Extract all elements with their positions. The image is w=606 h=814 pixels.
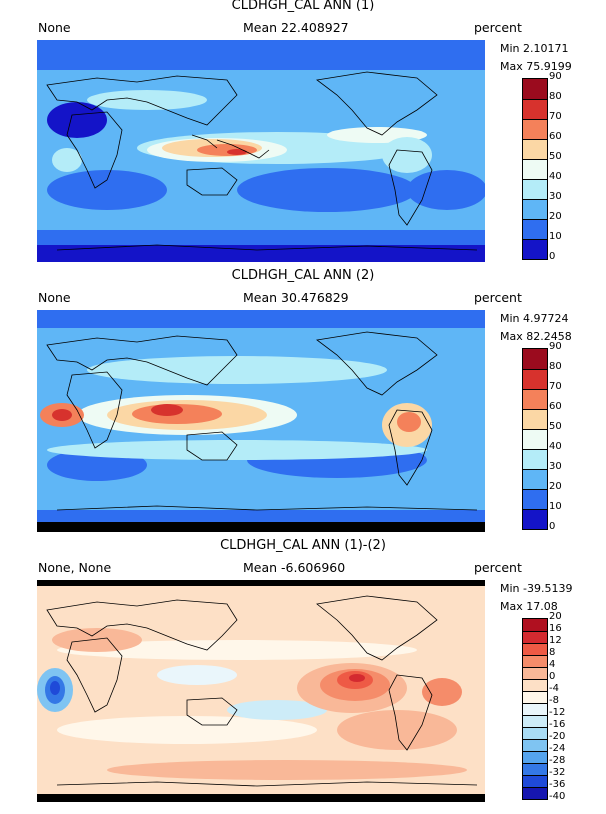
colorbar-segment [523, 703, 547, 715]
colorbar-segment [523, 655, 547, 667]
colorbar-tick-label: -20 [549, 731, 566, 742]
colorbar-tick-label: -12 [549, 707, 566, 718]
colorbar-segment [523, 239, 547, 259]
mean-label: Mean 22.408927 [243, 20, 349, 35]
colorbar-segment [523, 763, 547, 775]
colorbar-tick-label: 40 [549, 441, 562, 452]
colorbar-segment [523, 787, 547, 799]
case-label: None, None [38, 560, 112, 575]
colorbar-tick-label: 70 [549, 111, 562, 122]
colorbar-segment [523, 691, 547, 703]
colorbar-segment [523, 199, 547, 219]
colorbar-tick-label: 0 [549, 251, 556, 262]
colorbar-segment [523, 449, 547, 469]
colorbar-segment [523, 369, 547, 389]
colorbar [522, 618, 548, 800]
colorbar-segment [523, 469, 547, 489]
colorbar-segment [523, 727, 547, 739]
colorbar-tick-label: -8 [549, 695, 559, 706]
colorbar-segment [523, 409, 547, 429]
colorbar-tick-label: -4 [549, 683, 559, 694]
colorbar-tick-label: 50 [549, 151, 562, 162]
units-label: percent [474, 290, 522, 305]
colorbar-segment [523, 739, 547, 751]
case-label: None [38, 290, 71, 305]
colorbar-segment [523, 643, 547, 655]
colorbar-tick-label: 8 [549, 647, 556, 658]
colorbar-segment [523, 389, 547, 409]
map-plot [37, 310, 485, 532]
case-label: None [38, 20, 71, 35]
colorbar-segment [523, 429, 547, 449]
colorbar-tick-label: 30 [549, 461, 562, 472]
panel-3: CLDHGH_CAL ANN (1)-(2) None, None Mean -… [0, 538, 606, 810]
colorbar-tick-label: 0 [549, 521, 556, 532]
mean-label: Mean -6.606960 [243, 560, 346, 575]
plot-title: CLDHGH_CAL ANN (1) [231, 0, 375, 13]
colorbar-tick-label: 10 [549, 231, 562, 242]
colorbar-tick-label: 16 [549, 623, 562, 634]
colorbar-segment [523, 139, 547, 159]
colorbar-tick-label: 4 [549, 659, 556, 670]
units-label: percent [474, 560, 522, 575]
colorbar-segment [523, 509, 547, 529]
map-plot [37, 580, 485, 802]
colorbar-tick-label: -36 [549, 779, 566, 790]
colorbar [522, 78, 548, 260]
colorbar-tick-label: -40 [549, 791, 566, 802]
colorbar-segment [523, 619, 547, 631]
plot-title: CLDHGH_CAL ANN (1)-(2) [220, 538, 386, 553]
colorbar-tick-label: 80 [549, 91, 562, 102]
units-label: percent [474, 20, 522, 35]
colorbar-segment [523, 679, 547, 691]
colorbar-tick-label: 90 [549, 71, 562, 82]
colorbar-tick-label: 90 [549, 341, 562, 352]
min-label: Min 2.10171 [500, 42, 569, 55]
colorbar-tick-label: 80 [549, 361, 562, 372]
colorbar-segment [523, 219, 547, 239]
min-label: Min 4.97724 [500, 312, 569, 325]
max-label: Max 82.2458 [500, 330, 572, 343]
colorbar-segment [523, 751, 547, 763]
colorbar-tick-label: -24 [549, 743, 566, 754]
colorbar-segment [523, 489, 547, 509]
colorbar-segment [523, 79, 547, 99]
colorbar-tick-label: 10 [549, 501, 562, 512]
panel-1: CLDHGH_CAL ANN (1) None Mean 22.408927 p… [0, 0, 606, 270]
colorbar-tick-label: -28 [549, 755, 566, 766]
colorbar-segment [523, 119, 547, 139]
mean-label: Mean 30.476829 [243, 290, 349, 305]
min-label: Min -39.5139 [500, 582, 573, 595]
colorbar-tick-label: 20 [549, 611, 562, 622]
colorbar-segment [523, 715, 547, 727]
colorbar-segment [523, 349, 547, 369]
colorbar-tick-label: 60 [549, 131, 562, 142]
colorbar-tick-label: 20 [549, 211, 562, 222]
colorbar-segment [523, 631, 547, 643]
colorbar-segment [523, 159, 547, 179]
colorbar-tick-label: 0 [549, 671, 556, 682]
max-label: Max 17.08 [500, 600, 558, 613]
colorbar [522, 348, 548, 530]
colorbar-segment [523, 667, 547, 679]
colorbar-segment [523, 775, 547, 787]
plot-title: CLDHGH_CAL ANN (2) [231, 268, 375, 283]
max-label: Max 75.9199 [500, 60, 572, 73]
colorbar-tick-label: 30 [549, 191, 562, 202]
colorbar-tick-label: 40 [549, 171, 562, 182]
colorbar-segment [523, 179, 547, 199]
colorbar-tick-label: 70 [549, 381, 562, 392]
panel-2: CLDHGH_CAL ANN (2) None Mean 30.476829 p… [0, 268, 606, 540]
map-plot [37, 40, 485, 262]
colorbar-tick-label: 50 [549, 421, 562, 432]
colorbar-tick-label: 60 [549, 401, 562, 412]
colorbar-tick-label: -16 [549, 719, 566, 730]
colorbar-tick-label: 20 [549, 481, 562, 492]
colorbar-tick-label: 12 [549, 635, 562, 646]
colorbar-tick-label: -32 [549, 767, 566, 778]
colorbar-segment [523, 99, 547, 119]
